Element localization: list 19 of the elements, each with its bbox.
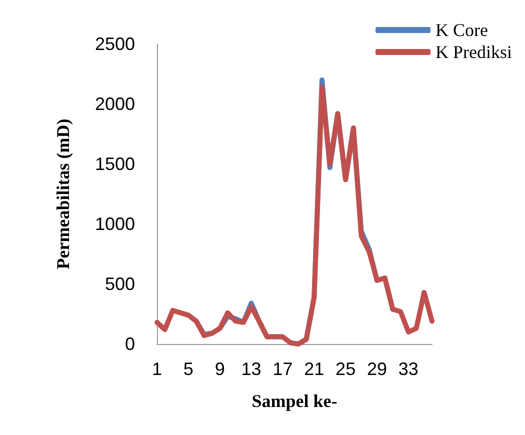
x-axis-title: Sampel ke- — [252, 391, 338, 411]
y-tick-label: 1500 — [94, 154, 135, 174]
x-tick-label: 1 — [152, 359, 162, 379]
x-tick-label: 25 — [336, 359, 356, 379]
y-tick-label: 2500 — [94, 34, 135, 54]
x-tick-label: 33 — [398, 359, 418, 379]
x-tick-label: 29 — [366, 359, 388, 379]
x-tick-label: 17 — [272, 359, 293, 379]
x-tick-label: 13 — [241, 359, 262, 379]
legend-label: K Core — [436, 20, 488, 40]
y-axis-title: Permeabilitas (mD) — [53, 118, 73, 270]
y-tick-label: 500 — [104, 274, 135, 294]
x-tick-label: 5 — [183, 359, 194, 379]
y-tick-label: 2000 — [94, 94, 135, 114]
y-tick-label: 1000 — [94, 214, 135, 234]
y-tick-label: 0 — [124, 334, 135, 354]
legend-label: K Prediksi — [436, 42, 512, 62]
x-tick-label: 9 — [214, 359, 225, 379]
x-tick-label: 21 — [304, 359, 324, 379]
